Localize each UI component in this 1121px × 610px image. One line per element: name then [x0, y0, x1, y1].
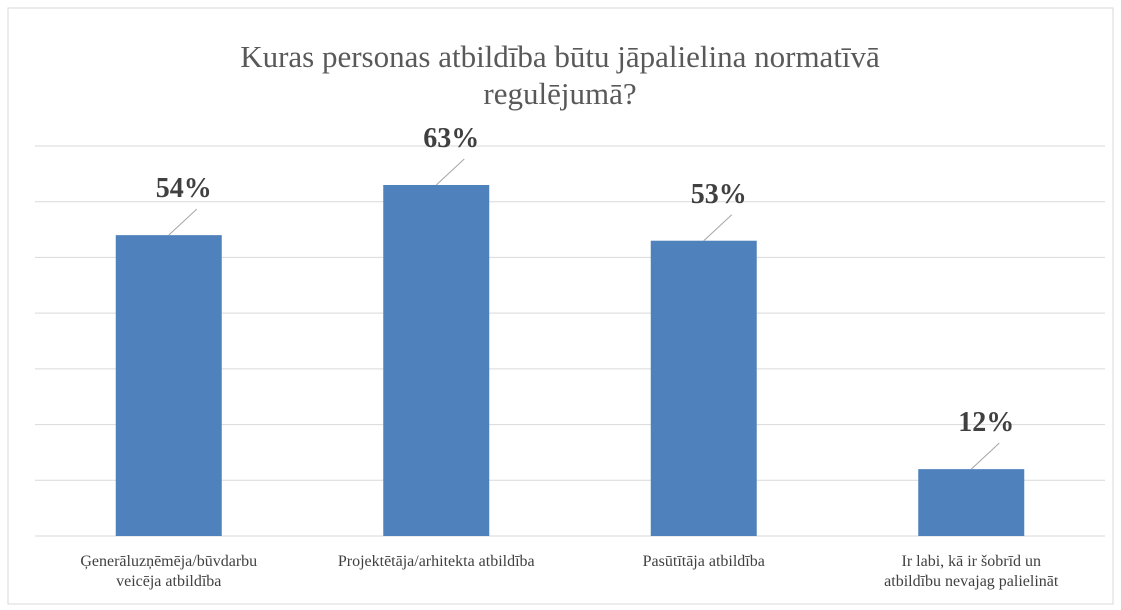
chart-title: Kuras personas atbildība būtu jāpalielin… — [240, 39, 880, 111]
leader-line — [970, 442, 1000, 470]
bar — [650, 240, 757, 536]
x-tick-label: Projektētāja/arhitekta atbildība — [337, 553, 535, 570]
bar — [115, 235, 222, 536]
x-tick-label: Ģenerāluzņēmēja/būvdarbu veicēja atbildī… — [80, 553, 258, 590]
x-tick-label: Pasūtītāja atbildība — [642, 553, 765, 570]
bar — [918, 469, 1025, 536]
bar — [383, 185, 490, 536]
leader-line — [703, 214, 733, 242]
chart-border — [7, 7, 1114, 605]
data-label: 54% — [155, 173, 212, 205]
data-label: 12% — [958, 407, 1015, 439]
data-label: 63% — [423, 123, 480, 154]
leader-line — [435, 158, 465, 186]
data-label: 53% — [690, 178, 747, 210]
leader-line — [168, 208, 198, 236]
x-tick-label: Ir labi, kā ir šobrīd un atbildību nevaj… — [884, 553, 1059, 590]
